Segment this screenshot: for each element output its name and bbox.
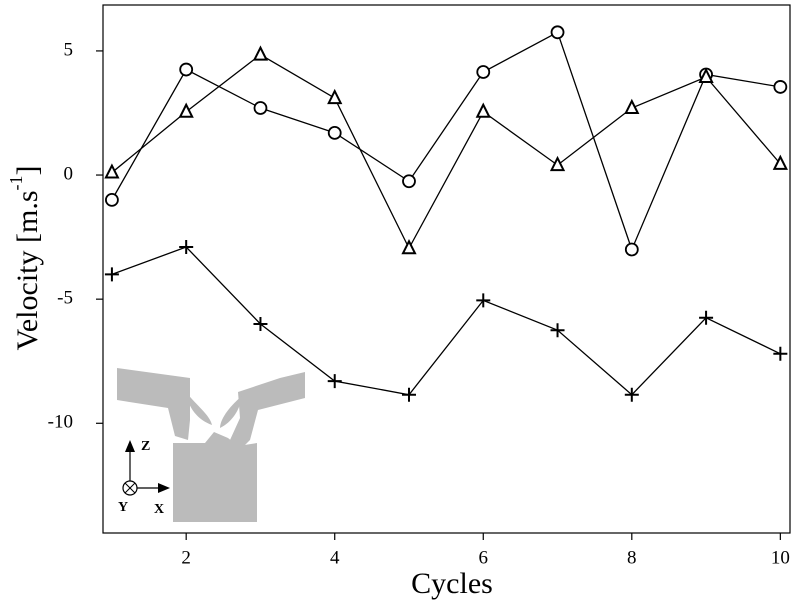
inset-label: X bbox=[154, 502, 164, 517]
marker-circle bbox=[626, 244, 638, 256]
marker-triangle bbox=[626, 101, 638, 113]
x-tick-label: 4 bbox=[330, 547, 340, 568]
chart: Z X Y Cycles Velocity [m.s-1] 2 4 6 8 10 5 0 -5… bbox=[0, 0, 795, 609]
x-tick-label: 6 bbox=[479, 547, 489, 568]
marker-triangle bbox=[403, 241, 415, 253]
inset-diagram: Z X Y bbox=[117, 368, 305, 522]
marker-circle bbox=[180, 64, 192, 76]
x-tick-label: 2 bbox=[181, 547, 191, 568]
marker-circle bbox=[403, 175, 415, 187]
marker-circle bbox=[477, 66, 489, 78]
inset-label: Z bbox=[141, 439, 150, 454]
marker-circle bbox=[254, 102, 266, 114]
y-tick-label: -10 bbox=[48, 412, 73, 433]
y-tick-label: 5 bbox=[64, 39, 74, 60]
y-tick-label: -5 bbox=[57, 288, 73, 309]
marker-plus bbox=[328, 374, 342, 388]
x-tick-label: 10 bbox=[771, 547, 790, 568]
marker-plus bbox=[476, 293, 490, 307]
marker-circle bbox=[329, 127, 341, 139]
series-line bbox=[112, 32, 780, 249]
y-axis-title: Velocity [m.s-1] bbox=[6, 166, 44, 351]
marker-circle bbox=[106, 194, 118, 206]
y-axis-title-part: Velocity [m.s bbox=[11, 191, 44, 351]
marker-plus bbox=[773, 347, 787, 361]
marker-triangle bbox=[329, 91, 341, 103]
series-line bbox=[112, 247, 780, 395]
marker-plus bbox=[402, 388, 416, 402]
marker-triangle bbox=[106, 166, 118, 178]
y-axis-title-sup: -1 bbox=[6, 176, 26, 191]
marker-triangle bbox=[254, 48, 266, 60]
marker-triangle bbox=[552, 158, 564, 170]
marker-plus bbox=[105, 267, 119, 281]
inset-label: Y bbox=[118, 500, 128, 515]
y-axis-title-part: ] bbox=[11, 166, 44, 176]
marker-circle bbox=[774, 81, 786, 93]
marker-triangle bbox=[477, 105, 489, 117]
marker-circle bbox=[552, 26, 564, 38]
x-axis-title: Cycles bbox=[411, 567, 493, 600]
x-tick-label: 8 bbox=[627, 547, 637, 568]
y-tick-label: 0 bbox=[64, 163, 74, 184]
marker-triangle bbox=[180, 105, 192, 117]
